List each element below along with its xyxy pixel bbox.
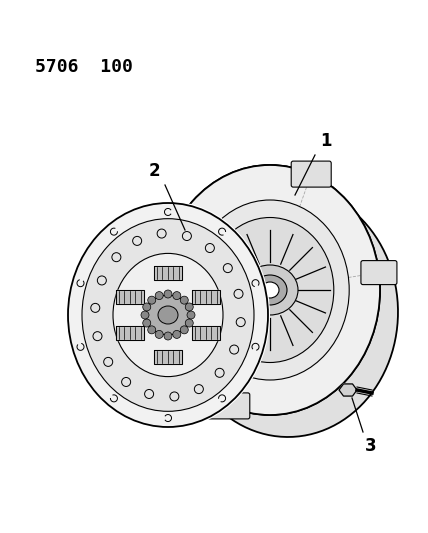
Text: 3: 3 — [365, 437, 377, 455]
FancyBboxPatch shape — [291, 161, 331, 187]
FancyBboxPatch shape — [361, 261, 397, 285]
Polygon shape — [154, 266, 182, 280]
Polygon shape — [154, 350, 182, 364]
Polygon shape — [160, 188, 398, 437]
Circle shape — [187, 311, 195, 319]
Ellipse shape — [206, 217, 334, 362]
Circle shape — [164, 290, 172, 298]
Circle shape — [185, 303, 193, 311]
Ellipse shape — [160, 165, 380, 415]
Circle shape — [143, 319, 151, 327]
Circle shape — [164, 332, 172, 340]
Ellipse shape — [113, 253, 223, 377]
Polygon shape — [116, 290, 144, 304]
Circle shape — [143, 303, 151, 311]
Ellipse shape — [66, 201, 270, 429]
FancyBboxPatch shape — [208, 393, 250, 419]
Ellipse shape — [242, 265, 298, 315]
Circle shape — [173, 292, 181, 300]
Ellipse shape — [261, 282, 279, 298]
Circle shape — [148, 296, 156, 304]
Circle shape — [185, 319, 193, 327]
Text: 2: 2 — [149, 162, 160, 180]
Ellipse shape — [82, 219, 254, 411]
Circle shape — [141, 311, 149, 319]
Ellipse shape — [253, 275, 287, 305]
Text: 5706  100: 5706 100 — [35, 58, 133, 76]
Text: 1: 1 — [320, 132, 332, 150]
Polygon shape — [116, 326, 144, 340]
Ellipse shape — [160, 165, 380, 415]
Polygon shape — [339, 384, 357, 396]
Circle shape — [155, 330, 163, 338]
Ellipse shape — [146, 295, 190, 335]
Circle shape — [155, 292, 163, 300]
Ellipse shape — [68, 203, 268, 427]
Ellipse shape — [191, 200, 349, 380]
Circle shape — [173, 330, 181, 338]
Circle shape — [148, 326, 156, 334]
Polygon shape — [192, 290, 220, 304]
Ellipse shape — [158, 306, 178, 324]
Circle shape — [180, 326, 188, 334]
Circle shape — [180, 296, 188, 304]
Polygon shape — [192, 326, 220, 340]
